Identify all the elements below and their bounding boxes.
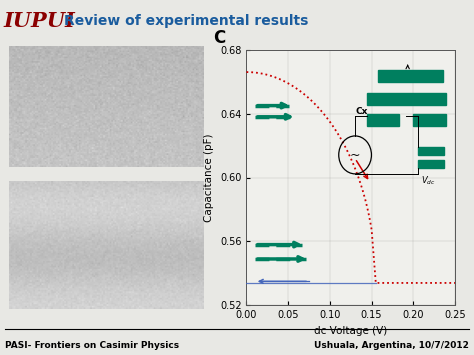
Text: IUPUI: IUPUI [4, 11, 75, 31]
X-axis label: dc Voltage (V): dc Voltage (V) [314, 326, 387, 336]
Text: Review of experimental results: Review of experimental results [64, 13, 309, 27]
Text: PASI- Frontiers on Casimir Physics: PASI- Frontiers on Casimir Physics [5, 341, 179, 350]
Text: C: C [213, 29, 225, 47]
Y-axis label: Capacitance (pF): Capacitance (pF) [204, 133, 214, 222]
Text: Ushuala, Argentina, 10/7/2012: Ushuala, Argentina, 10/7/2012 [314, 341, 469, 350]
